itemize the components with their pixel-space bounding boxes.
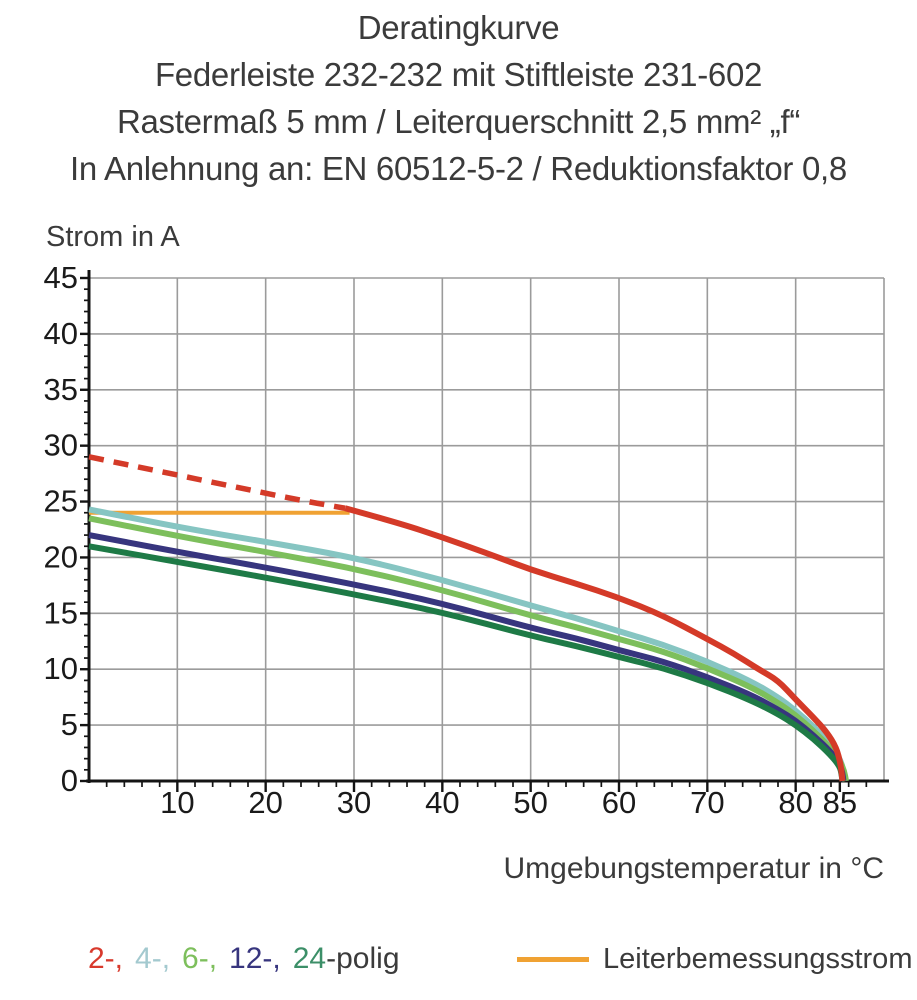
pole-legend-item: 24 — [292, 942, 327, 975]
curves — [88, 454, 849, 782]
x-tick-label: 20 — [248, 785, 282, 820]
chart-title: Deratingkurve — [357, 9, 560, 46]
gridlines — [89, 277, 885, 781]
rated-current-label: Leiterbemessungsstrom — [603, 942, 913, 975]
curve-pole24 — [88, 543, 846, 782]
pole-legend-item: 4-, — [135, 942, 171, 975]
y-tick-label: 25 — [44, 484, 78, 519]
chart-subtitle-pitch-crosssection: Rastermaß 5 mm / Leiterquerschnitt 2,5 m… — [116, 103, 801, 140]
y-tick-label: 0 — [61, 763, 78, 798]
y-tick-label: 5 — [61, 707, 78, 742]
x-tick-label: 85 — [823, 785, 857, 820]
rated-current-legend: Leiterbemessungsstrom — [517, 938, 912, 980]
curve-pole2-overload — [88, 454, 346, 511]
pole-legend-item: 12-, — [229, 942, 281, 975]
x-tick-label: 40 — [425, 785, 459, 820]
chart-subtitle-standard: In Anlehnung an: EN 60512-5-2 / Reduktio… — [70, 150, 847, 187]
poles-legend: 2-, 4-, 6-, 12-, 24 -polig — [88, 938, 400, 980]
axis-ticks — [80, 276, 868, 792]
pole-legend-item: 6-, — [182, 942, 218, 975]
y-tick-label: 20 — [44, 539, 78, 574]
poles-legend-suffix: -polig — [326, 942, 400, 975]
y-axis-title: Strom in A — [46, 221, 180, 253]
x-tick-label: 50 — [513, 785, 547, 820]
curve-pole12 — [88, 532, 847, 782]
rated-current-line-swatch — [517, 956, 589, 962]
y-tick-label: 10 — [44, 651, 78, 686]
y-tick-label: 30 — [44, 428, 78, 463]
x-tick-label: 30 — [337, 785, 371, 820]
curve-pole4 — [88, 506, 849, 782]
curve-pole2 — [344, 505, 846, 782]
x-tick-label: 70 — [690, 785, 724, 820]
pole-legend-item: 2-, — [88, 942, 124, 975]
tick-labels: 10 20 30 40 50 60 70 80 85 0 5 10 15 20 25 30 35 40 45 — [44, 260, 858, 820]
x-tick-label: 80 — [778, 785, 812, 820]
poles-legend-items: 2-, 4-, 6-, 12-, 24 — [88, 942, 326, 976]
y-tick-label: 35 — [44, 372, 78, 407]
x-tick-label: 60 — [602, 785, 636, 820]
x-tick-label: 10 — [160, 785, 194, 820]
chart-title-block: Deratingkurve Federleiste 232-232 mit St… — [0, 4, 917, 192]
chart-subtitle-connectors: Federleiste 232-232 mit Stiftleiste 231-… — [154, 56, 763, 93]
y-tick-label: 45 — [44, 260, 78, 295]
y-tick-label: 40 — [44, 316, 78, 351]
x-axis-title: Umgebungstemperatur in °C — [503, 852, 884, 885]
y-tick-label: 15 — [44, 595, 78, 630]
